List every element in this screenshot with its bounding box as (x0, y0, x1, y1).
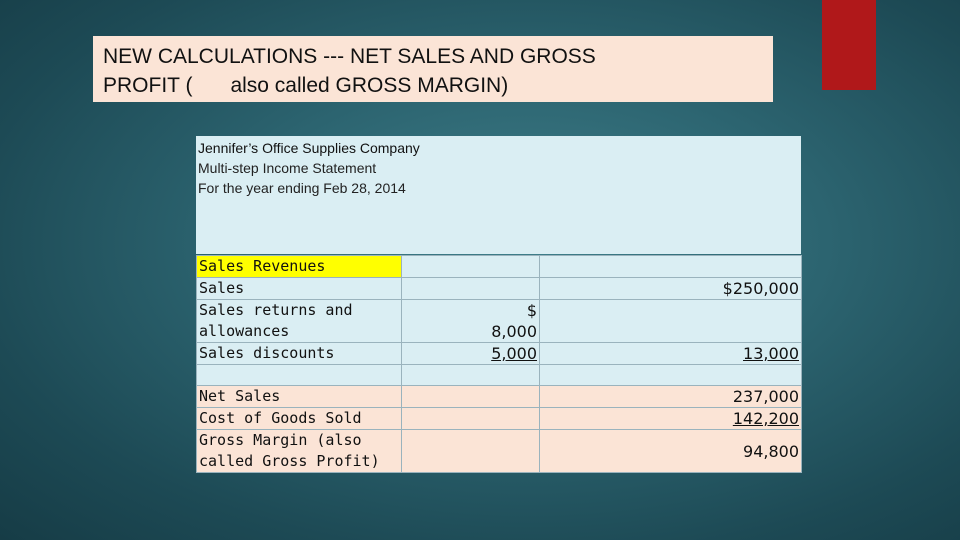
table-row (196, 364, 802, 386)
discounts-label: Sales discounts (196, 342, 402, 365)
company-name: Jennifer’s Office Supplies Company (198, 140, 420, 156)
title-line-1: NEW CALCULATIONS --- NET SALES AND GROSS (103, 45, 596, 68)
statement-period: For the year ending Feb 28, 2014 (198, 180, 406, 196)
table-row: Sales $250,000 (196, 277, 802, 300)
returns-value: 8,000 (491, 322, 537, 341)
returns-dollar-sign: $ (526, 301, 537, 320)
sales-revenues-label: Sales Revenues (196, 255, 402, 278)
table-row: Sales Revenues (196, 255, 802, 278)
title-line-2a: PROFIT ( (103, 74, 193, 97)
sales-total: $250,000 (539, 277, 802, 300)
income-statement-table: Sales Revenues Sales $250,000 Sales retu… (196, 255, 802, 473)
table-row: Gross Margin (also called Gross Profit) … (196, 429, 802, 473)
cogs-total: 142,200 (539, 407, 802, 430)
slide-title: NEW CALCULATIONS --- NET SALES AND GROSS… (93, 36, 773, 102)
table-row: Sales discounts 5,000 13,000 (196, 342, 802, 365)
discounts-total: 13,000 (539, 342, 802, 365)
statement-type: Multi-step Income Statement (198, 160, 377, 176)
gross-margin-label: Gross Margin (also called Gross Profit) (196, 429, 402, 473)
gross-margin-total: 94,800 (539, 429, 802, 473)
returns-label: Sales returns and allowances (196, 299, 402, 343)
table-row: Sales returns and allowances $8,000 (196, 299, 802, 343)
table-row: Net Sales 237,000 (196, 385, 802, 408)
net-sales-label: Net Sales (196, 385, 402, 408)
discounts-amount: 5,000 (401, 342, 540, 365)
cogs-label: Cost of Goods Sold (196, 407, 402, 430)
net-sales-total: 237,000 (539, 385, 802, 408)
returns-amount: $8,000 (401, 299, 540, 343)
accent-tab (822, 0, 876, 90)
sales-label: Sales (196, 277, 402, 300)
table-row: Cost of Goods Sold 142,200 (196, 407, 802, 430)
title-line-2b: also called GROSS MARGIN) (230, 74, 509, 97)
title-line-2: PROFIT ( also called GROSS MARGIN) (103, 71, 763, 100)
statement-header: Jennifer’s Office Supplies Company Multi… (196, 136, 801, 254)
